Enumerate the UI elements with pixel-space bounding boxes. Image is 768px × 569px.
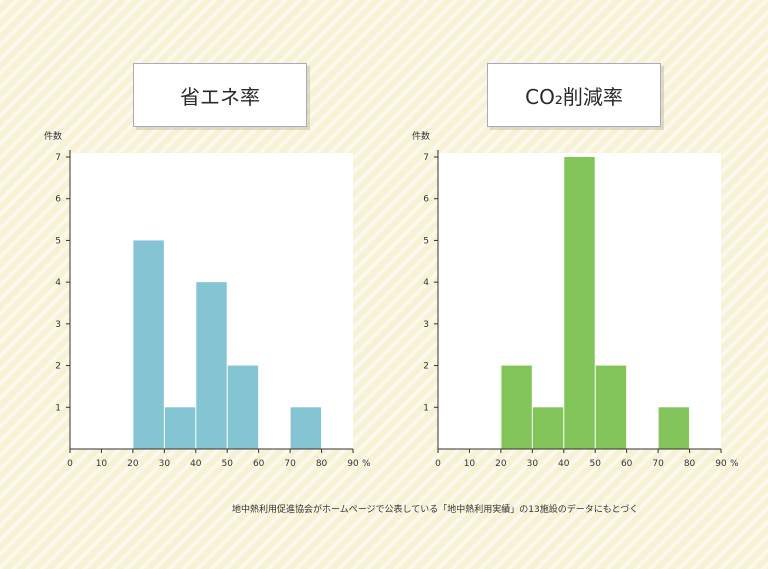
x-tick-label-energy-10: 10: [96, 459, 108, 469]
y-tick-label-co2-2: 2: [423, 362, 429, 372]
x-tick-label-co2-50: 50: [589, 459, 601, 469]
y-axis-label-energy: 件数: [44, 130, 62, 142]
x-tick-label-co2-0: 0: [435, 459, 441, 469]
x-tick-label-co2-60: 60: [621, 459, 633, 469]
chart-title-energy-saving: 省エネ率: [133, 63, 307, 127]
x-tick-label-co2-90: 90: [715, 459, 727, 469]
y-tick-label-energy-6: 6: [55, 195, 61, 205]
bar-co2-30-40: [532, 407, 564, 449]
x-tick-label-energy-0: 0: [67, 459, 73, 469]
y-tick-label-co2-6: 6: [423, 195, 429, 205]
x-tick-label-co2-20: 20: [495, 459, 507, 469]
bar-co2-50-60: [595, 365, 627, 449]
y-tick-label-energy-7: 7: [55, 153, 61, 163]
bar-energy-30-40: [164, 407, 196, 449]
y-tick-label-co2-3: 3: [423, 320, 429, 330]
x-tick-label-energy-80: 80: [316, 459, 328, 469]
y-tick-label-co2-7: 7: [423, 153, 429, 163]
y-tick-label-energy-5: 5: [55, 236, 61, 246]
bar-energy-70-80: [290, 407, 322, 449]
x-tick-label-energy-60: 60: [253, 459, 265, 469]
x-tick-label-energy-20: 20: [127, 459, 139, 469]
y-tick-label-co2-1: 1: [423, 403, 429, 413]
y-axis-label-co2: 件数: [412, 130, 430, 142]
y-tick-label-co2-4: 4: [423, 278, 429, 288]
x-tick-label-co2-80: 80: [684, 459, 696, 469]
bar-energy-50-60: [227, 365, 259, 449]
x-tick-label-energy-30: 30: [159, 459, 171, 469]
y-tick-label-energy-3: 3: [55, 320, 61, 330]
bar-co2-20-30: [501, 365, 532, 449]
bar-co2-40-50: [564, 157, 595, 449]
y-tick-label-energy-2: 2: [55, 362, 61, 372]
x-tick-label-energy-70: 70: [284, 459, 296, 469]
x-unit-label-co2: %: [730, 459, 739, 469]
bar-energy-20-30: [133, 240, 164, 449]
y-tick-label-energy-4: 4: [55, 278, 61, 288]
x-tick-label-energy-40: 40: [190, 459, 202, 469]
x-tick-label-co2-70: 70: [652, 459, 664, 469]
bar-energy-40-50: [196, 282, 227, 449]
footnote: 地中熱利用促進協会がホームページで公表している「地中熱利用実績」の13施設のデー…: [232, 505, 639, 515]
x-tick-label-co2-40: 40: [558, 459, 570, 469]
bar-co2-70-80: [658, 407, 690, 449]
y-tick-label-co2-5: 5: [423, 236, 429, 246]
x-tick-label-energy-90: 90: [347, 459, 359, 469]
y-tick-label-energy-1: 1: [55, 403, 61, 413]
x-tick-label-co2-30: 30: [527, 459, 539, 469]
x-unit-label-energy: %: [362, 459, 371, 469]
x-tick-label-co2-10: 10: [464, 459, 476, 469]
chart-title-co2-reduction: CO₂削減率: [487, 63, 661, 127]
x-tick-label-energy-50: 50: [221, 459, 233, 469]
